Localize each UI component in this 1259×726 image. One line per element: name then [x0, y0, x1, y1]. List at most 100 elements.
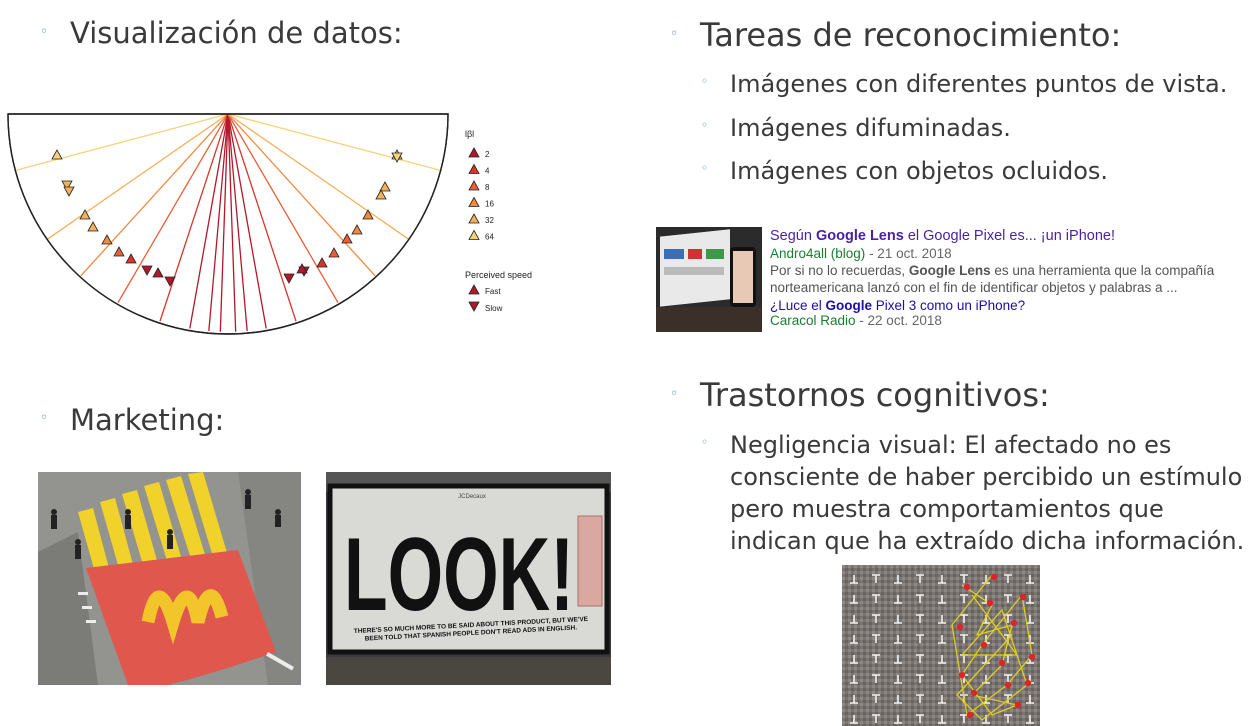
polar-ray — [219, 113, 229, 332]
legend-size-marker — [468, 147, 480, 158]
news-title-link[interactable]: Según Google Lens el Google Pixel es... … — [770, 228, 1214, 245]
bullet-icon: ◦ — [670, 386, 679, 402]
heading-visualizacion: Visualización de datos: — [70, 16, 403, 50]
polar-marker — [164, 276, 176, 287]
legend-speed-title: Perceived speed — [465, 270, 532, 280]
news-source-line-2: Caracol Radio - 22 oct. 2018 — [770, 312, 1214, 329]
polar-marker — [51, 149, 63, 160]
polar-ray — [227, 113, 376, 277]
news-snippet-2: norteamericana lanzó con el fin de ident… — [770, 280, 1178, 295]
negligencia-paragraph: Negligencia visual: El afectado no es co… — [730, 429, 1244, 557]
item-difuminadas: Imágenes difuminadas. — [730, 114, 1011, 142]
polar-marker — [379, 181, 391, 192]
paragraph-line: indican que ha extraído dicha informació… — [730, 527, 1245, 555]
news-link-post: Pixel 3 como un iPhone? — [872, 298, 1026, 313]
billboard-look-text: LOOK! — [344, 517, 574, 633]
news-title-pre: Según — [770, 228, 816, 244]
polar-marker — [375, 189, 387, 200]
polar-ray — [227, 113, 339, 303]
news-link-pre: ¿Luce el — [770, 298, 826, 313]
news-thumbnail-image[interactable] — [656, 227, 762, 332]
legend-size-marker — [468, 213, 480, 224]
item-puntos-vista: Imágenes con diferentes puntos de vista. — [730, 70, 1228, 98]
polar-ray — [80, 113, 229, 277]
polar-marker — [125, 253, 137, 264]
news-link-bold: Google — [825, 298, 873, 313]
polar-marker — [296, 263, 308, 274]
polar-ray — [227, 113, 267, 329]
polar-boundary — [7, 113, 449, 335]
bullet-icon: ◦ — [40, 24, 49, 40]
polar-ray — [47, 113, 229, 240]
legend-slow-label: Slow — [485, 304, 503, 313]
news-date-2: - 22 oct. 2018 — [855, 313, 942, 328]
news-date-1: - 21 oct. 2018 — [865, 246, 952, 261]
news-snippet1-post: es una herramienta que la compañía — [990, 263, 1215, 278]
polar-marker — [316, 257, 328, 268]
polar-marker — [351, 224, 363, 235]
news-source-1: Andro4all (blog) — [770, 246, 866, 261]
polar-marker — [283, 273, 295, 284]
polar-ray — [227, 113, 248, 332]
legend-size-title: lβl — [465, 129, 474, 139]
polar-marker — [87, 221, 99, 232]
polar-ray — [117, 113, 229, 303]
polar-marker — [362, 209, 374, 220]
mcdonalds-crosswalk-image — [38, 472, 301, 685]
polar-ray — [227, 113, 441, 171]
legend-fast-label: Fast — [485, 287, 501, 296]
polar-marker — [141, 265, 153, 276]
news-title-bold: Google Lens — [815, 228, 904, 244]
news-secondary-link[interactable]: ¿Luce el Google Pixel 3 como un iPhone? — [770, 297, 1214, 314]
legend-size-label: 4 — [485, 167, 490, 176]
slow-marker-icon — [468, 301, 480, 312]
news-source-line-1: Andro4all (blog) - 21 oct. 2018 — [770, 245, 1214, 262]
fast-marker-icon — [468, 284, 480, 295]
polar-ray — [189, 113, 229, 329]
polar-chart: lβl 2 4 8 16 32 64 Perceived speed Fast Slow — [7, 113, 532, 335]
heading-tareas: Tareas de reconocimiento: — [700, 16, 1122, 54]
news-snippet1-pre: Por si no lo recuerdas, — [770, 263, 909, 278]
legend-size-marker — [468, 196, 480, 207]
bullet-icon: ◦ — [701, 118, 709, 132]
heading-marketing: Marketing: — [70, 403, 225, 437]
bullet-icon: ◦ — [701, 74, 709, 88]
polar-ray — [159, 113, 229, 322]
polar-marker — [152, 267, 164, 278]
paragraph-line: consciente de haber percibido un estímul… — [730, 463, 1243, 491]
polar-marker — [341, 233, 353, 244]
polar-marker — [61, 180, 73, 191]
polar-ray — [208, 113, 229, 332]
legend-size-label: 64 — [485, 233, 494, 242]
polar-ray — [15, 113, 229, 171]
polar-marker — [101, 234, 113, 245]
legend-size-label: 16 — [485, 200, 494, 209]
paragraph-line: pero muestra comportamientos que — [730, 495, 1164, 523]
legend-size-label: 2 — [485, 150, 490, 159]
news-result: Según Google Lens el Google Pixel es... … — [770, 228, 1214, 329]
polar-marker — [113, 246, 125, 257]
legend-size-label: 8 — [485, 183, 490, 192]
polar-ray — [227, 113, 409, 240]
legend-size-marker — [468, 163, 480, 174]
polar-ray — [227, 113, 237, 332]
legend-size-label: 32 — [485, 216, 494, 225]
news-title-post: el Google Pixel es... ¡un iPhone! — [903, 228, 1115, 244]
legend-size-marker — [468, 180, 480, 191]
news-source-2: Caracol Radio — [770, 313, 856, 328]
polar-marker — [79, 209, 91, 220]
bullet-icon: ◦ — [40, 410, 49, 426]
billboard-brand: JCDecaux — [458, 494, 486, 500]
paragraph-line: Negligencia visual: El afectado no es — [730, 431, 1172, 459]
bullet-icon: ◦ — [670, 26, 679, 42]
item-ocluidos: Imágenes con objetos ocluidos. — [730, 157, 1109, 185]
bullet-icon: ◦ — [701, 161, 709, 175]
heading-trastornos: Trastornos cognitivos: — [700, 376, 1050, 414]
legend-size-marker — [468, 229, 480, 240]
polar-marker — [328, 247, 340, 258]
news-snippet1-bold: Google Lens — [908, 263, 991, 278]
news-snippet-1: Por si no lo recuerdas, Google Lens es u… — [770, 262, 1214, 279]
polar-marker — [63, 186, 75, 197]
eye-tracking-image — [842, 565, 1040, 726]
look-billboard-image: JCDecaux LOOK! THERE'S SO MUCH MORE TO B… — [326, 472, 611, 685]
